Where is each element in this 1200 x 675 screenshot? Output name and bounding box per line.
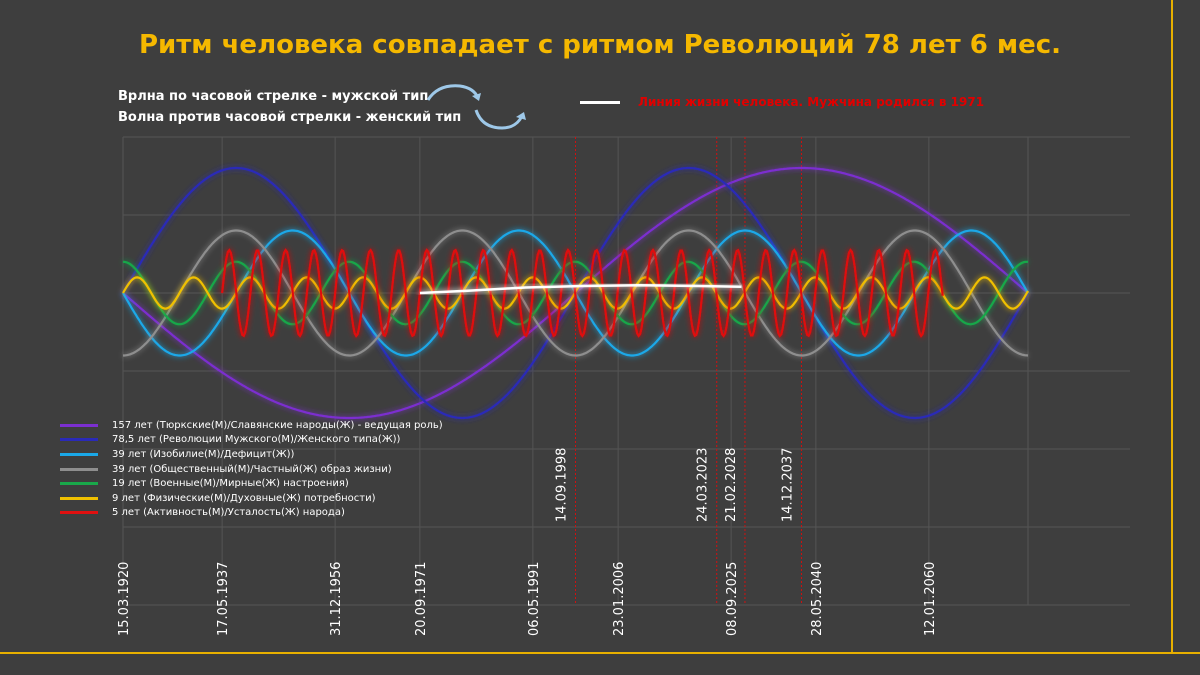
- legend-item: 19 лет (Военные(М)/Мирные(Ж) настроения): [60, 476, 443, 491]
- x-tick-label: 08.09.2025: [725, 562, 740, 636]
- counterclockwise-note: Волна против часовой стрелки - женский т…: [118, 110, 462, 125]
- legend-item: 39 лет (Общественный(М)/Частный(Ж) образ…: [60, 462, 443, 477]
- legend-label: 5 лет (Активность(М)/Усталость(Ж) народа…: [112, 507, 345, 519]
- x-tick-label: 06.05.1991: [527, 562, 542, 636]
- life-line-swatch: [580, 101, 620, 104]
- series-line: [221, 248, 944, 338]
- page-title: Ритм человека совпадает с ритмом Революц…: [138, 30, 1062, 60]
- x-tick-label: 12.01.2060: [923, 562, 938, 636]
- x-tick-label: 20.09.1971: [414, 562, 429, 636]
- legend-item: 78,5 лет (Революции Мужского(М)/Женского…: [60, 433, 443, 448]
- frame-bottom-line: [0, 652, 1200, 654]
- life-line: [419, 283, 742, 295]
- marker-label: 14.12.2037: [780, 448, 795, 522]
- legend-label: 157 лет (Тюркские(М)/Славянские народы(Ж…: [112, 419, 443, 431]
- legend-swatch: [60, 452, 98, 456]
- legend-label: 9 лет (Физические(М)/Духовные(Ж) потребн…: [112, 492, 376, 504]
- marker-label: 14.09.1998: [555, 448, 570, 522]
- legend-swatch: [60, 467, 98, 471]
- clockwise-arrow-icon: [426, 84, 481, 101]
- marker-label: 24.03.2023: [696, 448, 711, 522]
- legend-item: 9 лет (Физические(М)/Духовные(Ж) потребн…: [60, 491, 443, 506]
- counterclockwise-arrow-icon: [474, 109, 526, 130]
- legend-label: 39 лет (Общественный(М)/Частный(Ж) образ…: [112, 463, 392, 475]
- x-tick-label: 23.01.2006: [612, 562, 627, 636]
- series-line: [122, 260, 1028, 326]
- x-tick-label: 28.05.2040: [810, 562, 825, 636]
- legend-label: 39 лет (Изобилие(М)/Дефицит(Ж)): [112, 448, 295, 460]
- clockwise-note: Врлна по часовой стрелке - мужской тип: [118, 89, 429, 104]
- legend-swatch: [60, 438, 98, 442]
- legend-item: 5 лет (Активность(М)/Усталость(Ж) народа…: [60, 506, 443, 521]
- legend-item: 157 лет (Тюркские(М)/Славянские народы(Ж…: [60, 418, 443, 433]
- legend-swatch: [60, 482, 98, 486]
- legend-item: 39 лет (Изобилие(М)/Дефицит(Ж)): [60, 447, 443, 462]
- life-line-label: Линия жизни человека. Мужчина родился в …: [638, 95, 985, 109]
- marker-label: 21.02.2028: [724, 448, 739, 522]
- legend-swatch: [60, 423, 98, 427]
- frame-right-line: [1171, 0, 1173, 654]
- legend-swatch: [60, 511, 98, 515]
- series-line: [123, 229, 1029, 357]
- x-tick-label: 15.03.1920: [117, 562, 132, 636]
- legend-label: 78,5 лет (Революции Мужского(М)/Женского…: [112, 434, 401, 446]
- x-tick-label: 17.05.1937: [216, 562, 231, 636]
- legend-label: 19 лет (Военные(М)/Мирные(Ж) настроения): [112, 478, 349, 490]
- chart-legend: 157 лет (Тюркские(М)/Славянские народы(Ж…: [60, 418, 443, 520]
- legend-swatch: [60, 496, 98, 500]
- x-tick-label: 31.12.1956: [329, 562, 344, 636]
